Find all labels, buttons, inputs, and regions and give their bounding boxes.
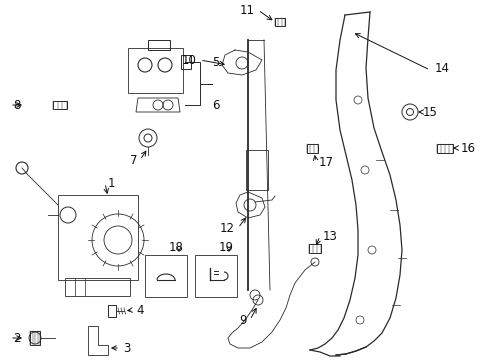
Bar bbox=[65, 278, 130, 296]
Text: 12: 12 bbox=[220, 221, 235, 234]
Text: 11: 11 bbox=[240, 4, 255, 17]
Text: 1: 1 bbox=[108, 176, 116, 189]
Text: 5: 5 bbox=[212, 55, 220, 68]
Bar bbox=[437, 144, 453, 153]
Text: 18: 18 bbox=[169, 240, 183, 253]
Text: 13: 13 bbox=[323, 230, 338, 243]
Text: 10: 10 bbox=[182, 54, 197, 67]
Bar bbox=[275, 18, 285, 26]
Bar bbox=[53, 101, 67, 109]
Bar bbox=[145, 255, 187, 297]
Text: 4: 4 bbox=[136, 303, 144, 316]
Text: 15: 15 bbox=[423, 105, 438, 118]
Bar bbox=[148, 40, 170, 50]
Bar bbox=[195, 255, 237, 297]
Bar bbox=[307, 144, 318, 153]
Text: 16: 16 bbox=[461, 141, 476, 154]
Bar bbox=[30, 331, 40, 345]
Text: 8: 8 bbox=[13, 99, 21, 112]
Bar bbox=[108, 305, 116, 317]
Text: 9: 9 bbox=[240, 314, 247, 327]
Bar bbox=[58, 195, 138, 280]
Bar bbox=[181, 55, 191, 69]
Text: 17: 17 bbox=[319, 156, 334, 168]
Text: 19: 19 bbox=[219, 240, 234, 253]
Text: 14: 14 bbox=[435, 62, 450, 75]
Text: 2: 2 bbox=[13, 332, 21, 345]
Bar bbox=[128, 48, 183, 93]
Text: 3: 3 bbox=[123, 342, 130, 355]
Bar bbox=[309, 243, 321, 252]
Bar bbox=[246, 150, 268, 190]
Text: 6: 6 bbox=[212, 99, 220, 112]
Text: 7: 7 bbox=[129, 153, 137, 166]
